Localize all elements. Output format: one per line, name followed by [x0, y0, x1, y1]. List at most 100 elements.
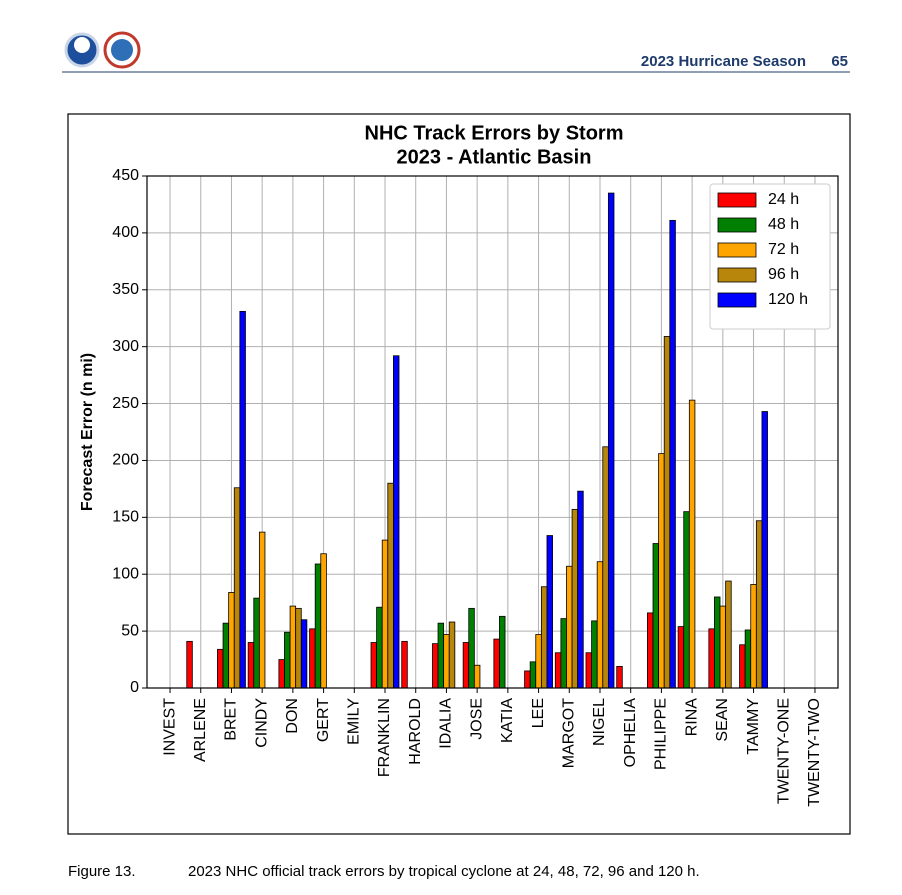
bar — [393, 355, 400, 689]
bar — [566, 565, 573, 689]
x-tick-label: RINA — [683, 698, 700, 737]
header-title: 2023 Hurricane Season — [641, 53, 806, 70]
bar — [186, 640, 193, 689]
x-tick-label: DON — [284, 698, 301, 734]
x-tick-label: BRET — [223, 698, 240, 741]
bar — [222, 622, 230, 689]
legend-label: 96 h — [768, 266, 799, 283]
bar — [591, 620, 598, 689]
x-tick-label: GERT — [315, 698, 332, 742]
plot: 0 50 100 150 200 250 300 350 400 450 INVEST ARLENE B… — [112, 167, 839, 807]
legend-swatch — [717, 292, 757, 308]
y-tick-label: 0 — [130, 679, 139, 696]
bar — [616, 665, 623, 689]
bar — [683, 511, 690, 689]
bar — [473, 664, 481, 689]
x-tick-label: INVEST — [161, 698, 178, 756]
bar — [320, 553, 327, 689]
legend-swatch — [717, 217, 757, 233]
bar — [247, 642, 255, 689]
bar — [443, 634, 450, 689]
bar — [239, 310, 246, 689]
bar — [708, 628, 715, 689]
legend: 24 h 48 h 72 h 96 h 120 h — [709, 183, 831, 330]
bar — [381, 539, 389, 689]
legend-label: 24 h — [768, 191, 799, 208]
x-tick-label: NIGEL — [591, 698, 608, 746]
legend-label: 48 h — [768, 216, 799, 233]
legend-swatch — [717, 192, 757, 208]
chart-subtitle: 2023 - Atlantic Basin — [397, 146, 592, 168]
chart-title: NHC Track Errors by Storm — [365, 122, 624, 144]
y-axis-label: Forecast Error (n mi) — [79, 353, 96, 511]
bar — [719, 605, 727, 689]
x-tick-label: SEAN — [714, 698, 731, 742]
x-tick-label: TAMMY — [745, 698, 762, 755]
legend-swatch — [717, 242, 757, 258]
bar — [462, 642, 470, 689]
bar — [546, 535, 553, 689]
x-tick-label: EMILY — [346, 698, 363, 745]
bar — [725, 580, 732, 689]
bar — [535, 634, 542, 689]
x-tick-label: TWENTY-ONE — [775, 698, 792, 804]
bar — [499, 615, 506, 689]
bar — [744, 629, 752, 689]
bar — [739, 644, 746, 689]
y-tick-label: 250 — [112, 395, 139, 412]
x-tick-label: PHILIPPE — [653, 698, 670, 770]
bar — [596, 561, 604, 689]
y-tick-label: 200 — [112, 452, 139, 469]
bar — [607, 192, 615, 689]
bar — [602, 446, 609, 689]
bar — [295, 607, 302, 689]
plot-frame — [146, 175, 839, 689]
bar — [652, 543, 660, 689]
bar — [585, 652, 592, 689]
bar — [401, 640, 408, 689]
bar — [714, 596, 721, 689]
bar — [571, 508, 579, 689]
x-tick-label: MARGOT — [560, 698, 577, 768]
legend-label: 120 h — [768, 291, 808, 308]
y-tick-label: 50 — [121, 622, 139, 639]
x-tick-label: KATIA — [499, 698, 516, 743]
bar — [278, 659, 285, 689]
bar — [493, 638, 500, 689]
bar — [448, 621, 456, 689]
bar — [529, 661, 537, 689]
y-tick-label: 100 — [112, 565, 139, 582]
x-tick-label: TWENTY-TWO — [806, 698, 823, 807]
bar — [677, 626, 685, 689]
bar — [663, 336, 671, 689]
bar — [376, 606, 383, 689]
bar — [524, 670, 531, 689]
bar — [755, 520, 763, 689]
figure-frame — [67, 113, 851, 835]
bar — [437, 622, 445, 689]
page-number: 65 — [831, 53, 848, 70]
nws-logo-inner — [111, 39, 133, 61]
x-tick-label: FRANKLIN — [376, 698, 393, 777]
caption-text: 2023 NHC official track errors by tropic… — [188, 863, 700, 880]
bar — [669, 219, 676, 689]
bar — [300, 619, 308, 689]
y-tick-label: 150 — [112, 509, 139, 526]
bar — [560, 618, 567, 689]
bar — [258, 531, 266, 689]
noaa-logo-bird — [74, 37, 90, 53]
bar — [761, 411, 768, 689]
x-tick-label: IDALIA — [438, 698, 455, 749]
x-tick-label: ARLENE — [192, 698, 209, 762]
bar — [233, 487, 241, 689]
x-tick-label: LEE — [530, 698, 547, 728]
y-tick-label: 300 — [112, 338, 139, 355]
caption-label: Figure 13. — [68, 863, 136, 880]
bar — [688, 399, 696, 689]
bar — [314, 563, 322, 689]
y-tick-label: 400 — [112, 224, 139, 241]
y-tick-label: 350 — [112, 281, 139, 298]
bar — [577, 490, 584, 689]
x-tick-label: HAROLD — [407, 698, 424, 765]
bar — [540, 586, 548, 689]
